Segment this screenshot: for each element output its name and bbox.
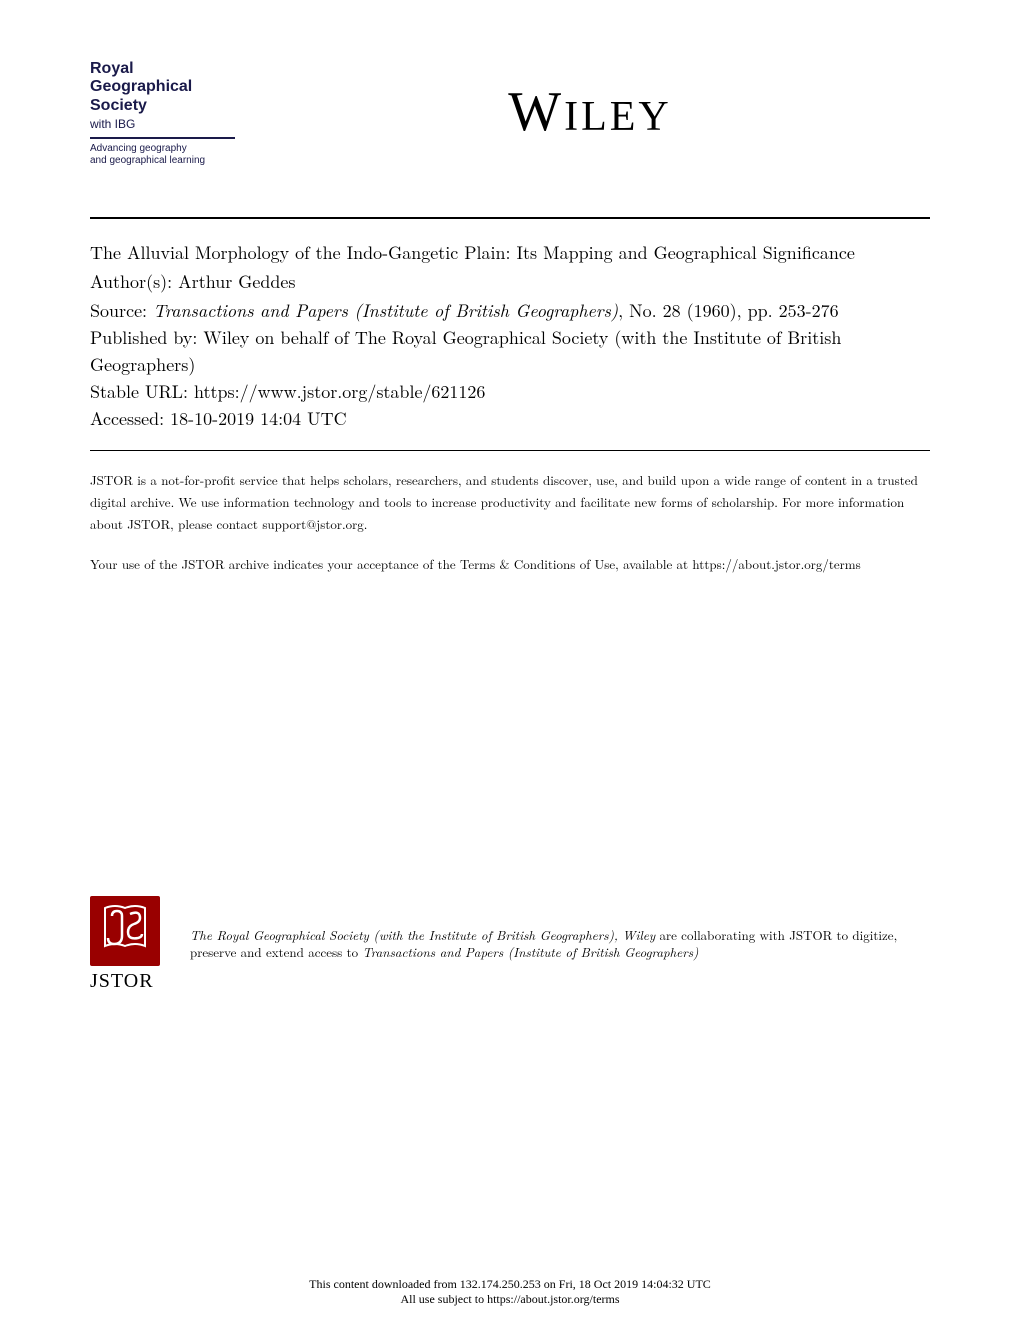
- jstor-icon: [90, 896, 160, 966]
- author-name: Arthur Geddes: [178, 269, 295, 294]
- footer-download-info: This content downloaded from 132.174.250…: [0, 1277, 1020, 1293]
- collab-journal: Transactions and Papers (Institute of Br…: [363, 942, 699, 961]
- article-source-line: Source: Transactions and Papers (Institu…: [90, 297, 930, 324]
- article-author-line: Author(s): Arthur Geddes: [90, 268, 930, 295]
- terms-notice: Your use of the JSTOR archive indicates …: [90, 553, 930, 575]
- rgs-underline: [90, 137, 235, 139]
- accessed-label: Accessed:: [90, 406, 170, 431]
- author-label: Author(s):: [90, 269, 178, 294]
- jstor-description: JSTOR is a not-for-profit service that h…: [90, 469, 930, 535]
- rgs-ibg: with IBG: [90, 117, 250, 131]
- fine-print: JSTOR is a not-for-profit service that h…: [90, 469, 930, 575]
- wiley-text: ILEY: [564, 94, 672, 140]
- published-label: Published by:: [90, 325, 203, 350]
- stable-url-label: Stable URL:: [90, 379, 194, 404]
- article-title: The Alluvial Morphology of the Indo-Gang…: [90, 239, 930, 266]
- rgs-logo: Royal Geographical Society with IBG Adva…: [90, 60, 250, 167]
- collaboration-text: The Royal Geographical Society (with the…: [190, 927, 930, 961]
- stable-url: https://www.jstor.org/stable/621126: [194, 379, 485, 404]
- rgs-tagline2: and geographical learning: [90, 155, 250, 167]
- published-line: Published by: Wiley on behalf of The Roy…: [90, 324, 930, 378]
- source-label: Source:: [90, 298, 153, 323]
- jstor-logo: JSTOR: [90, 896, 160, 993]
- article-metadata: The Alluvial Morphology of the Indo-Gang…: [90, 239, 930, 432]
- jstor-text: JSTOR: [90, 970, 160, 993]
- divider-middle: [90, 450, 930, 451]
- accessed-date: 18-10-2019 14:04 UTC: [170, 406, 346, 431]
- published-by: Wiley on behalf of The Royal Geographica…: [90, 325, 841, 377]
- collaboration-section: JSTOR The Royal Geographical Society (wi…: [90, 896, 930, 993]
- accessed-line: Accessed: 18-10-2019 14:04 UTC: [90, 405, 930, 432]
- rgs-title-line3: Society: [90, 97, 250, 115]
- divider-top: [90, 217, 930, 219]
- rgs-tagline1: Advancing geography: [90, 143, 250, 155]
- source-details: , No. 28 (1960), pp. 253-276: [618, 298, 839, 323]
- page-footer: This content downloaded from 132.174.250…: [0, 1277, 1020, 1308]
- rgs-title-line2: Geographical: [90, 78, 250, 96]
- header-logos: Royal Geographical Society with IBG Adva…: [90, 60, 930, 167]
- footer-terms-link: All use subject to https://about.jstor.o…: [0, 1292, 1020, 1308]
- wiley-logo: WILEY: [250, 80, 930, 144]
- source-journal: Transactions and Papers (Institute of Br…: [153, 298, 618, 323]
- rgs-title-line1: Royal: [90, 60, 250, 78]
- stable-url-line: Stable URL: https://www.jstor.org/stable…: [90, 378, 930, 405]
